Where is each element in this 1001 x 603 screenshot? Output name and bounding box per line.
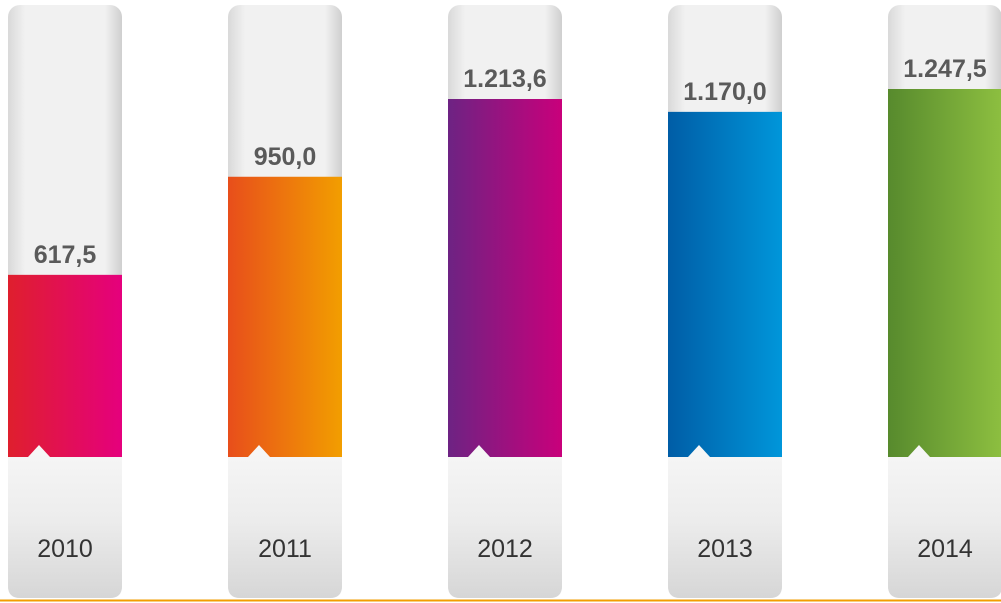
column-base bbox=[888, 445, 1001, 598]
category-label: 2012 bbox=[477, 535, 533, 563]
column-base bbox=[448, 445, 562, 598]
category-label: 2014 bbox=[917, 535, 973, 563]
value-label: 1.247,5 bbox=[903, 55, 987, 83]
column-base bbox=[8, 445, 122, 598]
column-base bbox=[668, 445, 782, 598]
bar bbox=[228, 176, 342, 457]
value-label: 1.170,0 bbox=[683, 78, 766, 106]
category-label: 2011 bbox=[258, 535, 312, 563]
category-label: 2013 bbox=[697, 535, 753, 563]
category-label: 2010 bbox=[37, 535, 93, 563]
bar bbox=[668, 111, 782, 457]
bar bbox=[8, 274, 122, 457]
column-base bbox=[228, 445, 342, 598]
bar bbox=[448, 99, 562, 458]
value-label: 950,0 bbox=[254, 143, 317, 171]
value-label: 1.213,6 bbox=[463, 65, 546, 93]
bar bbox=[888, 89, 1001, 457]
value-label: 617,5 bbox=[34, 241, 97, 269]
